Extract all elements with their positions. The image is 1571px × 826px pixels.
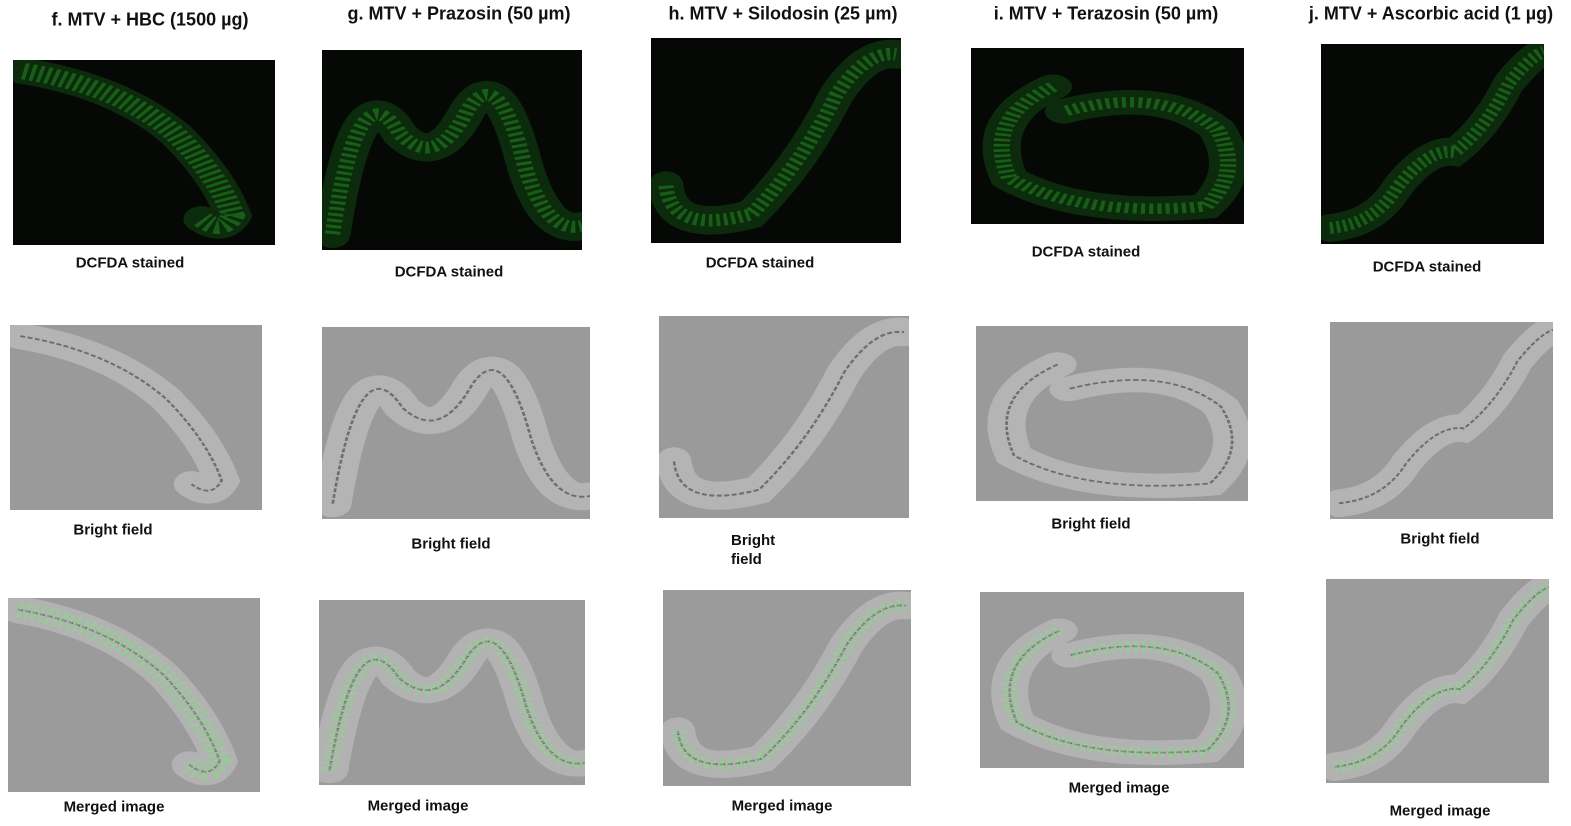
caption: Bright field bbox=[1400, 531, 1479, 548]
caption: DCFDA stained bbox=[1032, 244, 1141, 261]
panel-title: j. MTV + Ascorbic acid (1 µg) bbox=[1309, 4, 1553, 25]
micrograph bbox=[651, 38, 901, 243]
micrograph bbox=[1326, 579, 1549, 783]
micrograph bbox=[976, 326, 1248, 501]
panel-title: i. MTV + Terazosin (50 µm) bbox=[994, 4, 1219, 25]
panel-title: g. MTV + Prazosin (50 µm) bbox=[348, 4, 571, 25]
micrograph bbox=[663, 590, 911, 786]
panel-title: f. MTV + HBC (1500 µg) bbox=[52, 10, 249, 31]
caption: DCFDA stained bbox=[706, 255, 815, 272]
panel-title: h. MTV + Silodosin (25 µm) bbox=[669, 4, 898, 25]
caption: DCFDA stained bbox=[1373, 259, 1482, 276]
caption: DCFDA stained bbox=[76, 255, 185, 272]
micrograph bbox=[13, 60, 275, 245]
caption: Merged image bbox=[1390, 803, 1491, 820]
caption: Merged image bbox=[64, 799, 165, 816]
micrograph bbox=[980, 592, 1244, 768]
micrograph bbox=[1321, 44, 1544, 244]
caption: Bright field bbox=[411, 536, 490, 553]
micrograph bbox=[322, 50, 582, 250]
caption: Merged image bbox=[1069, 780, 1170, 797]
caption: Merged image bbox=[732, 798, 833, 815]
micrograph bbox=[659, 316, 909, 518]
micrograph bbox=[971, 48, 1244, 224]
micrograph bbox=[322, 327, 590, 519]
caption: Merged image bbox=[368, 798, 469, 815]
micrograph bbox=[10, 325, 262, 510]
caption: DCFDA stained bbox=[395, 264, 504, 281]
micrograph bbox=[319, 600, 585, 785]
caption: Bright field bbox=[1051, 516, 1130, 533]
figure: f. MTV + HBC (1500 µg) DCFDA stained Brigh… bbox=[0, 0, 1571, 826]
caption: Bright field bbox=[73, 522, 152, 539]
micrograph bbox=[8, 598, 260, 792]
caption: Bright field bbox=[731, 531, 791, 569]
micrograph bbox=[1330, 322, 1553, 519]
